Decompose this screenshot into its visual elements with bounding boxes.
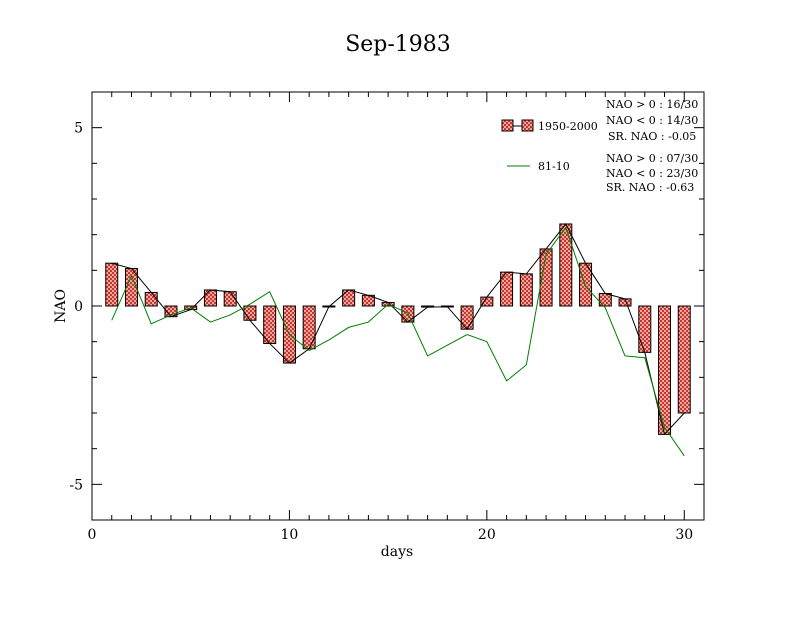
stat-1950-positive: NAO > 0 : 16/30 [606, 98, 698, 111]
x-tick-label: 30 [675, 527, 693, 543]
series-line-1950-2000 [111, 223, 685, 436]
legend-swatch-1950-2000-right [521, 119, 534, 132]
x-tick-label: 20 [478, 527, 496, 543]
bar-day-19 [460, 305, 474, 330]
stat-1950-sr: SR. NAO : -0.05 [608, 130, 696, 143]
chart-title: Sep-1983 [345, 32, 451, 57]
bar-day-6 [203, 289, 217, 307]
bar-day-8 [243, 305, 257, 321]
y-tick-label: 0 [74, 299, 83, 315]
stat-1950-negative: NAO < 0 : 14/30 [606, 114, 698, 127]
legend-swatch-1950-2000-left [501, 119, 514, 132]
legend: 1950-2000 81-10 [501, 119, 598, 173]
x-tick-label: 0 [88, 527, 97, 543]
bar-day-7 [223, 291, 237, 307]
bar-day-30 [677, 305, 691, 414]
legend-label-81-10: 81-10 [538, 160, 570, 173]
series-line-81-10 [111, 226, 685, 457]
stat-8110-positive: NAO > 0 : 07/30 [606, 152, 698, 165]
y-axis-label: NAO [53, 289, 69, 323]
bar-day-24 [559, 223, 573, 307]
y-tick-label: 5 [74, 121, 83, 137]
x-axis-label: days [381, 544, 413, 560]
legend-label-1950-2000: 1950-2000 [538, 120, 598, 133]
bar-series-1950-2000 [105, 223, 691, 435]
axis-ticks: 0 10 20 30 -5 0 5 [69, 91, 705, 543]
bar-day-1 [105, 262, 119, 307]
bar-day-13 [342, 289, 356, 307]
stats-block: NAO > 0 : 16/30 NAO < 0 : 14/30 SR. NAO … [606, 98, 698, 194]
stat-8110-negative: NAO < 0 : 23/30 [606, 167, 698, 180]
bar-day-11 [302, 305, 316, 350]
bar-day-26 [598, 293, 612, 307]
bar-day-28 [638, 305, 652, 353]
x-tick-label: 10 [281, 527, 299, 543]
stat-8110-sr: SR. NAO : -0.63 [606, 181, 694, 194]
bar-day-3 [144, 291, 158, 307]
bar-day-22 [519, 273, 533, 307]
line-series [111, 223, 685, 457]
y-tick-label: -5 [69, 477, 83, 493]
